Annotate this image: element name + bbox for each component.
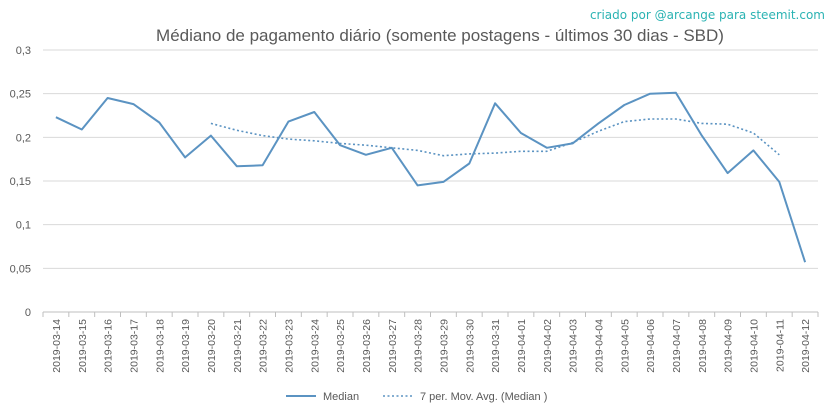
credit-text: criado por @arcange para steemit.com bbox=[589, 8, 825, 22]
y-tick-label: 0,3 bbox=[16, 45, 31, 57]
x-tick-label: 2019-03-16 bbox=[103, 319, 115, 373]
series-line-moving-average bbox=[210, 118, 780, 157]
legend-label: 7 per. Mov. Avg. (Median ) bbox=[420, 391, 547, 403]
x-tick-label: 2019-04-01 bbox=[516, 319, 528, 373]
gridlines bbox=[43, 49, 818, 313]
x-tick-label: 2019-04-05 bbox=[619, 319, 631, 373]
x-tick-label: 2019-04-04 bbox=[593, 319, 605, 373]
x-tick-label: 2019-03-23 bbox=[283, 319, 295, 373]
chart-title: Médiano de pagamento diário (somente pos… bbox=[156, 26, 724, 45]
x-tick-label: 2019-03-15 bbox=[77, 319, 89, 373]
x-tick-label: 2019-03-25 bbox=[335, 319, 347, 373]
x-tick-label: 2019-04-09 bbox=[723, 319, 735, 373]
x-tick-label: 2019-03-29 bbox=[438, 319, 450, 373]
x-tick-label: 2019-04-06 bbox=[645, 319, 657, 373]
x-tick-label: 2019-03-18 bbox=[154, 319, 166, 373]
x-axis-ticks: 2019-03-14 2019-03-15 2019-03-16 2019-03-17… bbox=[42, 312, 819, 373]
x-tick-label: 2019-03-22 bbox=[258, 319, 270, 373]
y-axis-ticks: 0 0,05 0,1 0,15 0,2 0,25 0,3 bbox=[10, 45, 31, 319]
y-tick-label: 0,1 bbox=[16, 220, 31, 232]
series-group bbox=[55, 91, 807, 263]
x-tick-label: 2019-04-07 bbox=[671, 319, 683, 373]
x-tick-label: 2019-03-31 bbox=[490, 319, 502, 373]
legend-label: Median bbox=[323, 391, 359, 403]
x-tick-label: 2019-04-08 bbox=[697, 319, 709, 373]
y-tick-label: 0,05 bbox=[10, 263, 31, 275]
x-tick-label: 2019-03-20 bbox=[206, 319, 218, 373]
x-tick-label: 2019-03-19 bbox=[180, 319, 192, 373]
x-tick-label: 2019-04-10 bbox=[748, 319, 760, 373]
y-tick-label: 0,25 bbox=[10, 89, 31, 101]
x-tick-label: 2019-03-26 bbox=[361, 319, 373, 373]
x-tick-label: 2019-03-27 bbox=[387, 319, 399, 373]
x-tick-label: 2019-03-21 bbox=[232, 319, 244, 373]
x-tick-label: 2019-04-12 bbox=[800, 319, 812, 373]
x-tick-label: 2019-04-03 bbox=[568, 319, 580, 373]
x-tick-label: 2019-04-02 bbox=[542, 319, 554, 373]
x-tick-label: 2019-03-14 bbox=[51, 319, 63, 373]
legend: Median 7 per. Mov. Avg. (Median ) bbox=[286, 391, 547, 403]
x-tick-label: 2019-04-11 bbox=[774, 319, 786, 372]
x-tick-label: 2019-03-30 bbox=[464, 319, 476, 373]
y-tick-label: 0,15 bbox=[10, 176, 31, 188]
x-tick-label: 2019-03-28 bbox=[413, 319, 425, 373]
x-tick-label: 2019-03-24 bbox=[309, 319, 321, 373]
series-line-median bbox=[55, 91, 807, 263]
y-tick-label: 0,2 bbox=[16, 132, 31, 144]
y-tick-label: 0 bbox=[25, 307, 31, 319]
x-tick-label: 2019-03-17 bbox=[128, 319, 140, 373]
